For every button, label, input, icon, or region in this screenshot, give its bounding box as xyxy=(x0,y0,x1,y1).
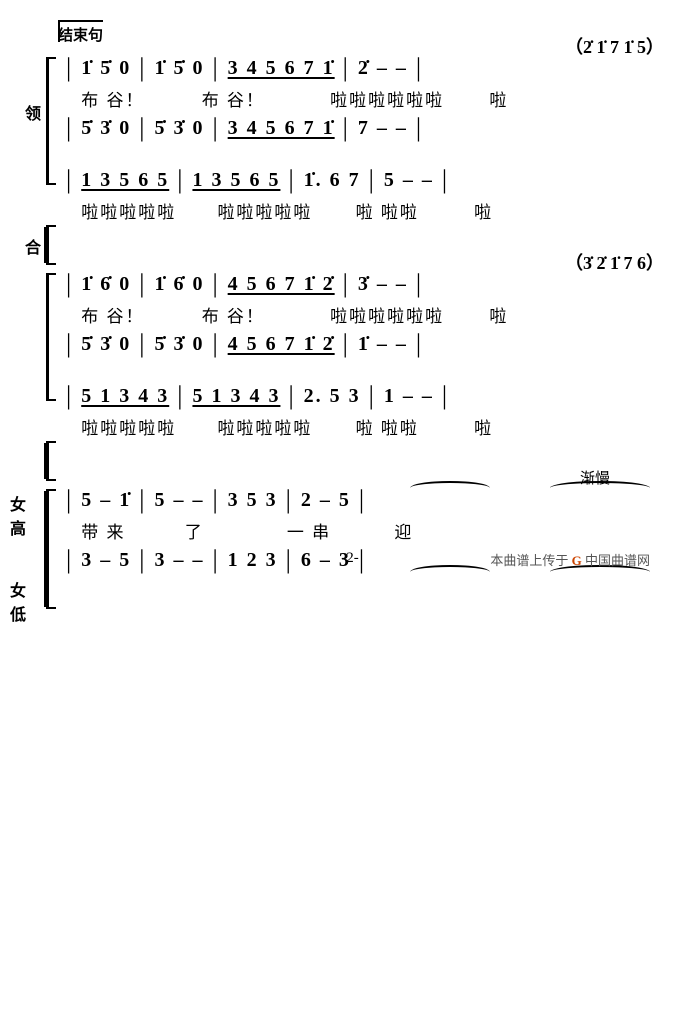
system-2: （3̇ 2̇ 1̇ 7 6） |1̇ 6̇ 0 |1̇ 6̇ 0 |4 5 6 … xyxy=(30,269,670,441)
lyrics-row-3: |带 来 |了 |一 串 |迎 xyxy=(30,515,670,545)
cue-1: （2̇ 1̇ 7 1̇ 5） xyxy=(565,33,664,59)
system-1: （2̇ 1̇ 7 1̇ 5） 领 |1̇ 5̇ 0 |1̇ 5̇ 0 |3 4 … xyxy=(30,53,670,225)
lyrics1-row: |布 谷！ |布 谷！ |啦啦啦啦啦啦 |啦 xyxy=(30,83,670,113)
lyrics-row-2: |布 谷！ |布 谷！ |啦啦啦啦啦啦 |啦 xyxy=(30,299,670,329)
slur-3 xyxy=(410,565,490,579)
chorus-lyrics-row-2: |啦啦啦啦啦 |啦啦啦啦啦 |啦 啦啦 |啦 xyxy=(30,411,670,441)
credit-logo: G xyxy=(572,553,582,568)
chorus-lyrics-row: |啦啦啦啦啦 |啦啦啦啦啦 |啦 啦啦 |啦 xyxy=(30,195,670,225)
alto-label: 女低 xyxy=(10,577,40,625)
chorus-row: |1 3 5 6 5 |1 3 5 6 5 |1̇. 6 7 |5 – – | xyxy=(30,165,670,195)
voice2-row-2: |5̇ 3̇ 0 |5̇ 3̇ 0 |4 5 6 7 1̇ 2̇ |1̇ – –… xyxy=(30,329,670,359)
bracket-chorus xyxy=(46,225,56,265)
chorus-row-2: |5 1 3 4 3 |5 1 3 4 3 |2. 5 3 |1 – – | xyxy=(30,381,670,411)
credit-text: 本曲谱上传于 xyxy=(490,553,568,568)
soprano-label: 女高 xyxy=(10,491,40,539)
cue-2: （3̇ 2̇ 1̇ 7 6） xyxy=(565,249,664,275)
bracket-3 xyxy=(46,489,56,609)
header-corner xyxy=(58,20,68,42)
slur-1 xyxy=(410,481,490,495)
lead-label: 领 xyxy=(18,105,42,121)
slur-2 xyxy=(550,481,650,495)
bracket-chorus-2 xyxy=(46,441,56,481)
credit-site: 中国曲谱网 xyxy=(585,553,650,568)
chorus-label: 合 xyxy=(18,239,42,255)
voice2-row: |5̇ 3̇ 0 |5̇ 3̇ 0 |3 4 5 6 7 1̇ |7 – – | xyxy=(30,113,670,143)
credit: 本曲谱上传于 G 中国曲谱网 xyxy=(490,550,650,569)
bracket-lead xyxy=(46,57,56,185)
bracket-2 xyxy=(46,273,56,401)
